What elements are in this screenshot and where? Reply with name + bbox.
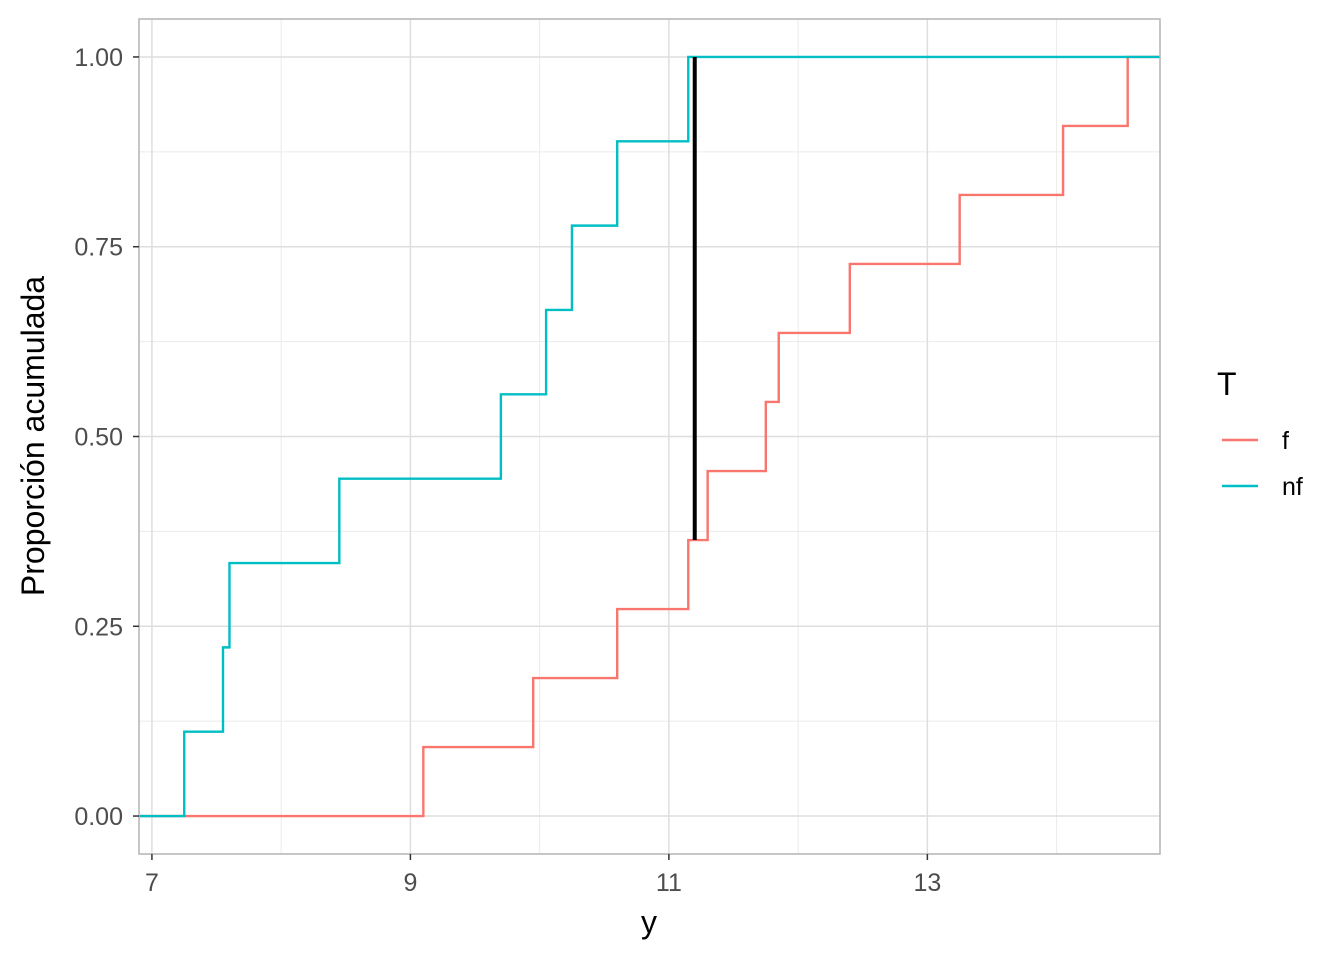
x-tick-label: 11 [656, 869, 682, 897]
x-tick-label: 7 [145, 869, 159, 897]
y-tick-label: 1.00 [74, 44, 123, 72]
y-axis-title: Proporción acumulada [15, 276, 51, 596]
y-axis: 0.00 0.25 0.50 0.75 1.00 [74, 44, 139, 831]
legend-label-nf: nf [1282, 473, 1303, 501]
legend-label-f: f [1282, 427, 1289, 455]
y-tick-label: 0.00 [74, 803, 123, 831]
y-tick-label: 0.50 [74, 424, 123, 452]
series-layer [139, 55, 1160, 818]
y-tick-label: 0.25 [74, 613, 123, 641]
major-gridlines [139, 19, 1160, 854]
ecdf-line-nf [139, 55, 1160, 818]
legend: T f nf [1217, 366, 1303, 501]
x-tick-label: 13 [913, 869, 941, 897]
x-axis: 7 9 11 13 [145, 854, 941, 897]
x-axis-title: y [641, 904, 657, 940]
x-tick-label: 9 [403, 869, 417, 897]
ecdf-line-f [139, 55, 1160, 818]
y-tick-label: 0.75 [74, 234, 123, 262]
legend-title: T [1217, 366, 1237, 402]
